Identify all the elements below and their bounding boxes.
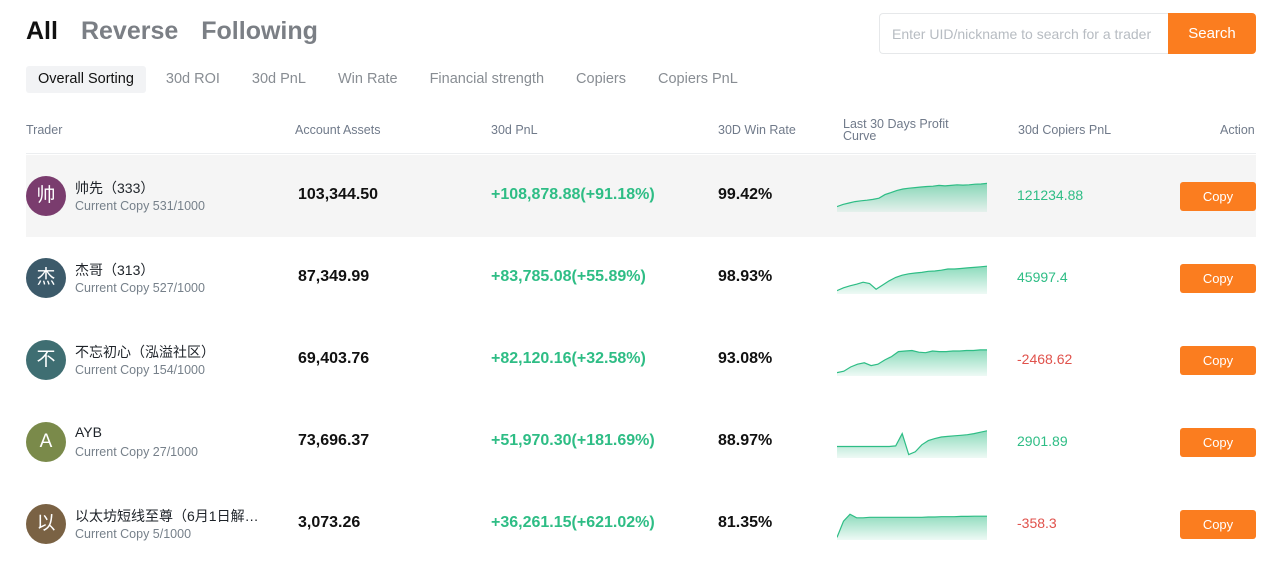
avatar[interactable]: A (26, 422, 66, 462)
copy-count: Current Copy 531/1000 (75, 199, 205, 213)
copy-button[interactable]: Copy (1180, 264, 1256, 293)
table-row[interactable]: 不 不忘初心（泓溢社区） Current Copy 154/1000 69,40… (26, 319, 1256, 401)
profit-curve-line (837, 265, 987, 292)
copy-button[interactable]: Copy (1180, 510, 1256, 539)
trader-name[interactable]: 帅先（333） (75, 180, 155, 196)
copy-button[interactable]: Copy (1180, 428, 1256, 457)
sort-tabs: Overall Sorting 30d ROI 30d PnL Win Rate… (26, 66, 758, 93)
win-rate: 88.97% (718, 432, 773, 449)
trader-name[interactable]: 以太坊短线至尊（6月1日解… (75, 508, 259, 524)
pnl-value: +36,261.15(+621.02%) (491, 514, 655, 531)
col-winrate: 30D Win Rate (718, 123, 796, 137)
profit-curve (837, 182, 987, 212)
tab-all[interactable]: All (26, 17, 58, 45)
col-curve-line1: Last 30 Days Profit (843, 117, 949, 131)
avatar[interactable]: 杰 (26, 258, 66, 298)
copiers-pnl: 121234.88 (1017, 187, 1084, 203)
avatar[interactable]: 不 (26, 340, 66, 380)
account-assets: 87,349.99 (298, 268, 370, 285)
pnl-value: +83,785.08(+55.89%) (491, 268, 646, 285)
sort-tab-winrate[interactable]: Win Rate (337, 71, 398, 87)
profit-curve (837, 349, 987, 376)
profit-curve-area (837, 349, 987, 376)
profit-curve-line (837, 349, 987, 374)
profit-curve-line (837, 513, 987, 538)
table-row[interactable]: 帅 帅先（333） Current Copy 531/1000 103,344.… (26, 155, 1256, 237)
copy-count: Current Copy 527/1000 (75, 281, 205, 295)
account-assets: 69,403.76 (298, 350, 370, 367)
profit-curve-area (837, 266, 987, 294)
account-assets: 103,344.50 (298, 186, 379, 203)
table-header: Trader Account Assets 30d PnL 30D Win Ra… (26, 104, 1256, 154)
account-assets: 3,073.26 (298, 514, 361, 531)
main-tabs: All Reverse Following (26, 14, 318, 48)
search-button[interactable]: Search (1168, 13, 1256, 54)
trader-name[interactable]: AYB (75, 424, 102, 440)
profit-curve-area (837, 430, 987, 458)
col-assets: Account Assets (295, 123, 381, 137)
col-curve: Last 30 Days Profit Curve (843, 117, 949, 143)
copy-count: Current Copy 27/1000 (75, 445, 198, 459)
sort-tab-copiers[interactable]: Copiers (576, 71, 626, 87)
col-action: Action (1220, 123, 1255, 137)
copiers-pnl: 2901.89 (1017, 433, 1068, 449)
copy-count: Current Copy 5/1000 (75, 527, 192, 541)
profit-curve-line (837, 182, 987, 208)
avatar[interactable]: 以 (26, 504, 66, 544)
pnl-value: +51,970.30(+181.69%) (491, 432, 655, 449)
sort-tab-pnl[interactable]: 30d PnL (251, 71, 306, 87)
col-pnl: 30d PnL (491, 123, 538, 137)
copy-button[interactable]: Copy (1180, 346, 1256, 375)
copy-button[interactable]: Copy (1180, 182, 1256, 211)
pnl-value: +108,878.88(+91.18%) (491, 186, 655, 203)
table-row[interactable]: A AYB Current Copy 27/1000 73,696.37 +51… (26, 401, 1256, 483)
copiers-pnl: -2468.62 (1017, 351, 1073, 367)
copiers-pnl: -358.3 (1017, 515, 1057, 531)
pnl-value: +82,120.16(+32.58%) (491, 350, 646, 367)
win-rate: 93.08% (718, 350, 773, 367)
sort-tab-overall[interactable]: Overall Sorting (26, 66, 146, 93)
sort-tab-financial[interactable]: Financial strength (429, 71, 545, 87)
profit-curve-line (837, 430, 987, 456)
search-bar: Search (879, 13, 1256, 54)
search-input[interactable] (879, 13, 1168, 54)
profit-curve-area (837, 183, 987, 212)
account-assets: 73,696.37 (298, 432, 370, 449)
table-row[interactable]: 杰 杰哥（313） Current Copy 527/1000 87,349.9… (26, 237, 1256, 319)
profit-curve (837, 265, 987, 294)
win-rate: 81.35% (718, 514, 773, 531)
trader-name[interactable]: 杰哥（313） (75, 262, 155, 278)
copiers-pnl: 45997.4 (1017, 269, 1068, 285)
win-rate: 98.93% (718, 268, 773, 285)
col-curve-line2: Curve (843, 129, 877, 143)
table-row[interactable]: 以 以太坊短线至尊（6月1日解… Current Copy 5/1000 3,0… (26, 483, 1256, 565)
win-rate: 99.42% (718, 186, 773, 203)
avatar[interactable]: 帅 (26, 176, 66, 216)
sort-tab-roi[interactable]: 30d ROI (165, 71, 220, 87)
sort-tab-copiers-pnl[interactable]: Copiers PnL (658, 71, 738, 87)
profit-curve (837, 430, 987, 458)
col-copiers-pnl: 30d Copiers PnL (1018, 123, 1112, 137)
tab-following[interactable]: Following (201, 17, 318, 45)
tab-reverse[interactable]: Reverse (80, 17, 179, 45)
copy-count: Current Copy 154/1000 (75, 363, 205, 377)
profit-curve-area (837, 514, 987, 540)
col-trader: Trader (26, 123, 63, 137)
profit-curve (837, 513, 987, 540)
trader-name[interactable]: 不忘初心（泓溢社区） (75, 344, 215, 360)
